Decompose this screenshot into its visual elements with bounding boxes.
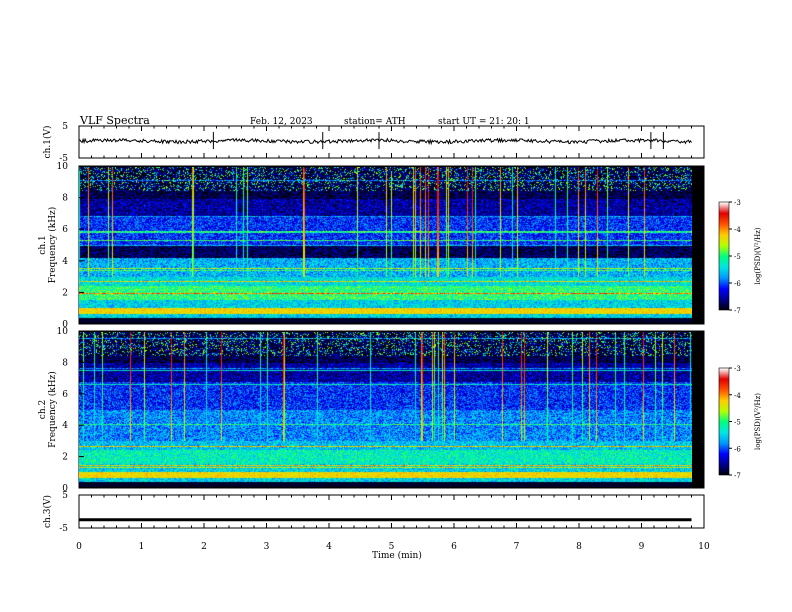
x-tick-label: 10 [698, 542, 710, 552]
colorbar-tick-label: -7 [734, 472, 741, 480]
y-tick-label: 8 [62, 194, 68, 204]
ch1-colorbar: -3 -4 -5 -6 -7 log(PSD)(V²/Hz) [718, 199, 762, 315]
colorbar-gradient [719, 202, 729, 310]
x-tick-label: 3 [264, 542, 270, 552]
x-tick-label: 2 [201, 542, 207, 552]
y-tick-label: -5 [59, 524, 68, 534]
x-tick-label: 4 [326, 542, 332, 552]
x-tick-label: 6 [451, 542, 457, 552]
y-axis-label: Frequency (kHz) [47, 207, 58, 284]
start-time-label: start UT = 21: 20: 1 [438, 117, 530, 127]
ch1-waveform-trace [78, 132, 692, 150]
x-tick-label: 0 [76, 542, 82, 552]
ch2-spectrogram-heatmap [79, 332, 692, 487]
ch2-colorbar: -3 -4 -5 -6 -7 log(PSD)(V²/Hz) [718, 365, 762, 480]
colorbar-tick-label: -5 [734, 253, 741, 261]
x-tick-label: 1 [139, 542, 145, 552]
y-tick-label: 2 [62, 288, 68, 298]
colorbar-label: log(PSD)(V²/Hz) [754, 227, 762, 284]
x-tick-label: 9 [639, 542, 645, 552]
x-tick-label: 5 [389, 542, 395, 552]
waveform-line [78, 137, 692, 146]
colorbar-tick-label: -5 [734, 419, 741, 427]
y-axis-label: ch.1(V) [42, 126, 53, 159]
x-tick-label: 7 [514, 542, 520, 552]
y-tick-label: 10 [57, 327, 69, 337]
x-axis-label: Time (min) [372, 550, 422, 561]
y-tick-label: 0 [62, 484, 68, 494]
y-tick-label: 2 [62, 453, 68, 463]
date-label: Feb. 12, 2023 [250, 117, 313, 127]
y-tick-label: 10 [57, 162, 69, 172]
y-tick-label: 6 [62, 390, 68, 400]
ch1-spectrogram-heatmap [79, 167, 692, 323]
y-axis-label: ch.3(V) [42, 495, 53, 528]
colorbar-gradient [719, 368, 729, 475]
y-tick-label: 5 [62, 122, 68, 132]
colorbar-label: log(PSD)(V²/Hz) [754, 393, 762, 450]
y-tick-label: 4 [62, 257, 68, 267]
y-axis-label: Frequency (kHz) [47, 371, 58, 448]
y-tick-label: 0 [62, 320, 68, 330]
figure-title: VLF Spectra [79, 114, 150, 127]
spectrogram-image [79, 167, 692, 323]
y-tick-label: 6 [62, 225, 68, 235]
colorbar-tick-label: -3 [734, 199, 741, 207]
y-tick-label: 5 [62, 491, 68, 501]
y-tick-label: -5 [59, 154, 68, 164]
colorbar-tick-label: -3 [734, 365, 741, 373]
colorbar-tick-label: -6 [734, 280, 741, 288]
colorbar-tick-label: -4 [734, 226, 741, 234]
y-axis-label: ch.2 [38, 400, 48, 419]
colorbar-tick-label: -6 [734, 445, 741, 453]
x-tick-label: 8 [576, 542, 582, 552]
colorbar-tick-label: -7 [734, 307, 741, 315]
y-axis-label: ch.1 [38, 235, 48, 254]
station-label: station= ATH [344, 117, 406, 127]
y-tick-label: 4 [62, 421, 68, 431]
y-tick-label: 8 [62, 358, 68, 368]
spectrogram-image [79, 332, 692, 487]
colorbar-tick-label: -4 [734, 392, 741, 400]
